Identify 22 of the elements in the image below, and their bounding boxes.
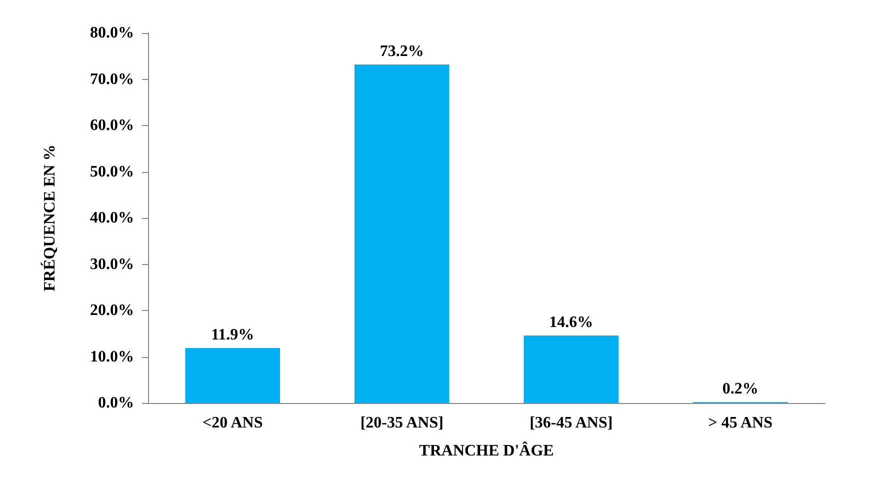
y-tick-label: 50.0% <box>90 163 134 180</box>
bar <box>524 335 619 403</box>
y-tick-label: 10.0% <box>90 348 134 366</box>
data-label: 73.2% <box>380 42 424 60</box>
y-tick-label: 20.0% <box>90 302 134 319</box>
y-tick-label: 80.0% <box>90 24 134 42</box>
y-tick-label: 70.0% <box>90 70 134 88</box>
bar <box>354 64 450 403</box>
y-tick-label: 0.0% <box>98 394 134 412</box>
x-axis-title: TRANCHE D'ÂGE <box>419 442 554 460</box>
x-tick-label: [20-35 ANS] <box>360 414 444 432</box>
bar <box>185 348 280 403</box>
y-tick-label: 60.0% <box>90 117 134 134</box>
y-axis-title: FRÉQUENCE EN % <box>40 144 58 292</box>
y-tick-label: 40.0% <box>90 210 134 226</box>
x-tick-label: [36-45 ANS] <box>530 414 613 432</box>
y-tick-label: 30.0% <box>90 256 134 273</box>
data-label: 11.9% <box>211 326 254 344</box>
x-tick-label: <20 ANS <box>202 414 263 432</box>
data-label: 0.2% <box>722 380 758 398</box>
x-tick-label: > 45 ANS <box>708 414 773 432</box>
data-label: 14.6% <box>549 314 594 331</box>
